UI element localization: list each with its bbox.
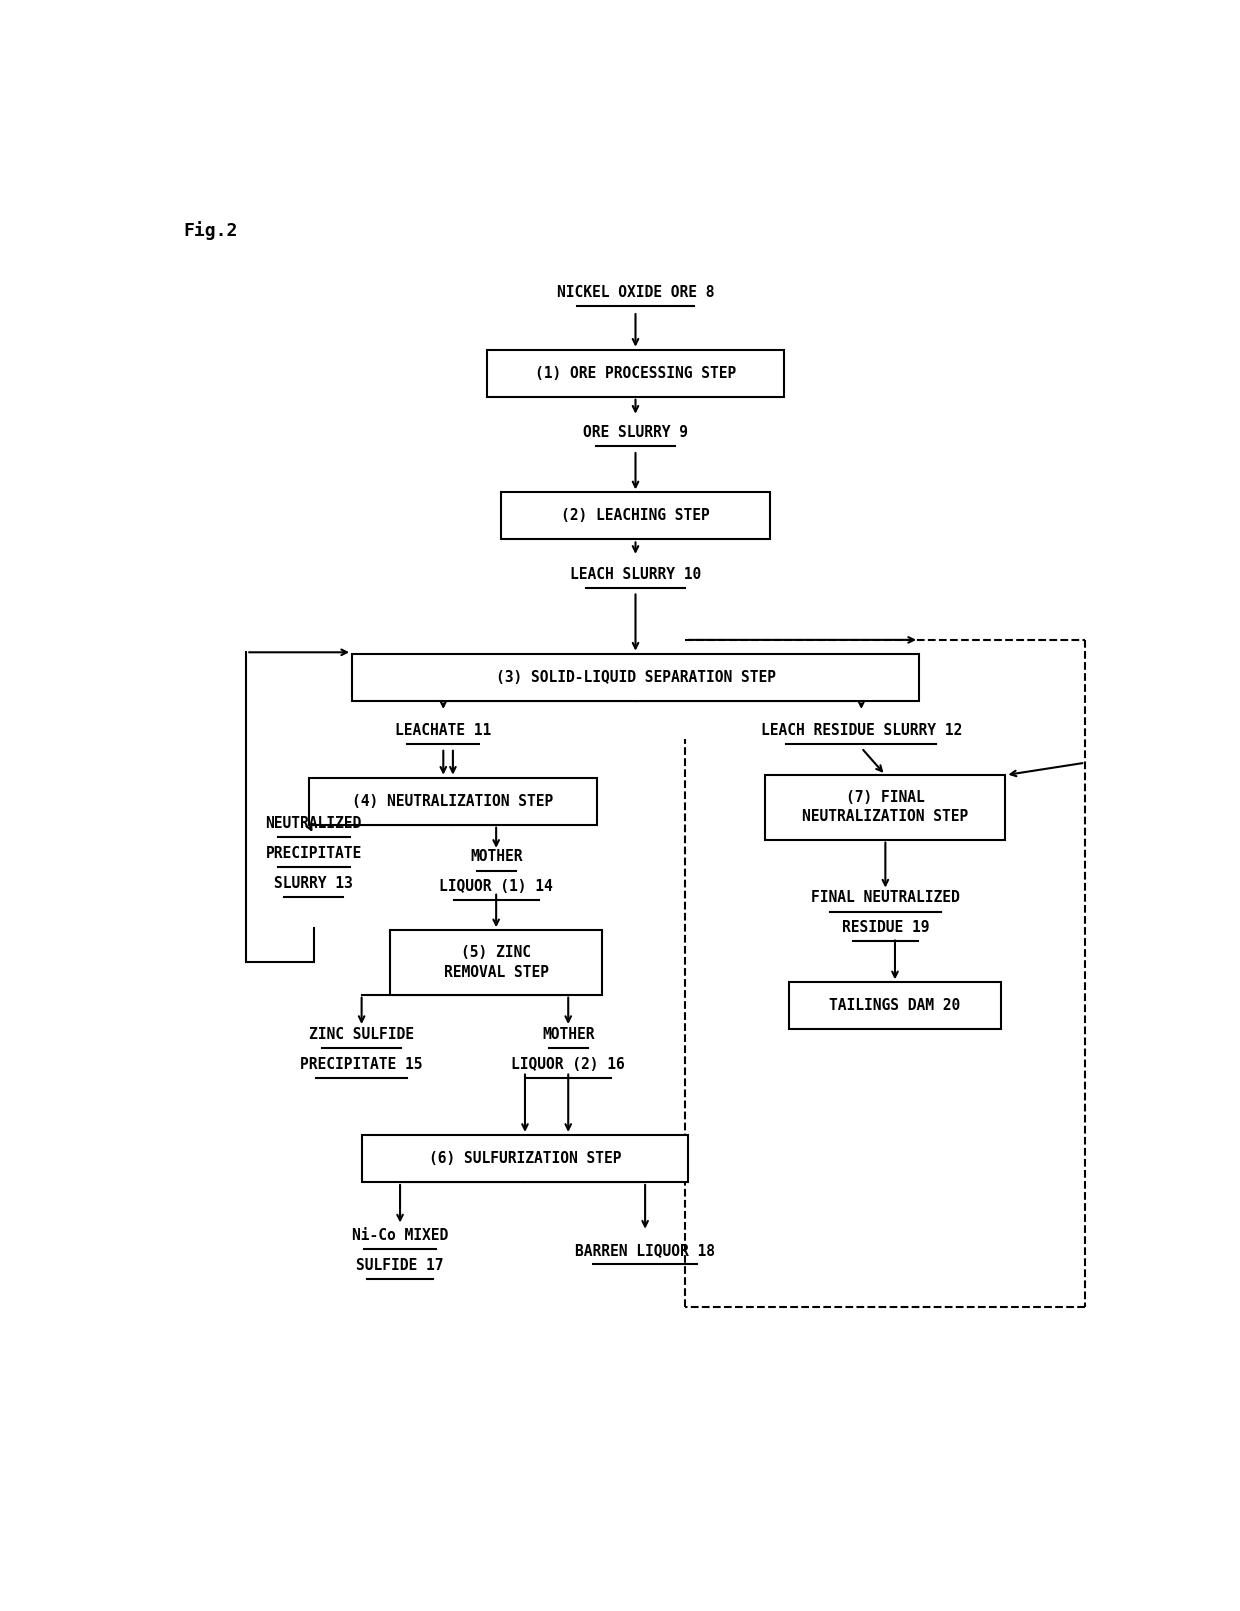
- Text: TAILINGS DAM 20: TAILINGS DAM 20: [830, 999, 961, 1013]
- Text: (7) FINAL
NEUTRALIZATION STEP: (7) FINAL NEUTRALIZATION STEP: [802, 791, 968, 825]
- Text: LIQUOR (1) 14: LIQUOR (1) 14: [439, 880, 553, 894]
- Bar: [765, 775, 1006, 839]
- Text: LEACHATE 11: LEACHATE 11: [396, 723, 491, 738]
- Text: FINAL NEUTRALIZED: FINAL NEUTRALIZED: [811, 891, 960, 905]
- Text: Fig.2: Fig.2: [184, 221, 238, 240]
- Bar: [789, 983, 1001, 1029]
- Text: (3) SOLID-LIQUID SEPARATION STEP: (3) SOLID-LIQUID SEPARATION STEP: [496, 670, 775, 685]
- Text: NEUTRALIZED: NEUTRALIZED: [265, 817, 362, 831]
- Text: BARREN LIQUOR 18: BARREN LIQUOR 18: [575, 1242, 715, 1258]
- Bar: [352, 654, 919, 701]
- Text: PRECIPITATE: PRECIPITATE: [265, 846, 362, 860]
- Text: LEACH RESIDUE SLURRY 12: LEACH RESIDUE SLURRY 12: [760, 723, 962, 738]
- Text: LIQUOR (2) 16: LIQUOR (2) 16: [511, 1057, 625, 1071]
- Bar: [391, 930, 601, 994]
- Text: MOTHER: MOTHER: [542, 1026, 594, 1042]
- Bar: [486, 350, 785, 396]
- Text: (5) ZINC
REMOVAL STEP: (5) ZINC REMOVAL STEP: [444, 946, 548, 979]
- Text: (1) ORE PROCESSING STEP: (1) ORE PROCESSING STEP: [534, 366, 737, 380]
- Text: ZINC SULFIDE: ZINC SULFIDE: [309, 1026, 414, 1042]
- Text: SULFIDE 17: SULFIDE 17: [356, 1258, 444, 1273]
- Bar: [309, 778, 596, 825]
- Text: RESIDUE 19: RESIDUE 19: [842, 920, 929, 934]
- Bar: [362, 1134, 688, 1182]
- Text: (4) NEUTRALIZATION STEP: (4) NEUTRALIZATION STEP: [352, 794, 553, 809]
- Text: MOTHER: MOTHER: [470, 849, 522, 865]
- Text: (2) LEACHING STEP: (2) LEACHING STEP: [562, 509, 709, 524]
- Text: NICKEL OXIDE ORE 8: NICKEL OXIDE ORE 8: [557, 285, 714, 300]
- Text: (6) SULFURIZATION STEP: (6) SULFURIZATION STEP: [429, 1150, 621, 1166]
- Text: Ni-Co MIXED: Ni-Co MIXED: [352, 1228, 448, 1242]
- Text: SLURRY 13: SLURRY 13: [274, 875, 353, 891]
- Bar: [501, 493, 770, 540]
- Text: LEACH SLURRY 10: LEACH SLURRY 10: [570, 567, 701, 582]
- Text: ORE SLURRY 9: ORE SLURRY 9: [583, 425, 688, 440]
- Text: PRECIPITATE 15: PRECIPITATE 15: [300, 1057, 423, 1071]
